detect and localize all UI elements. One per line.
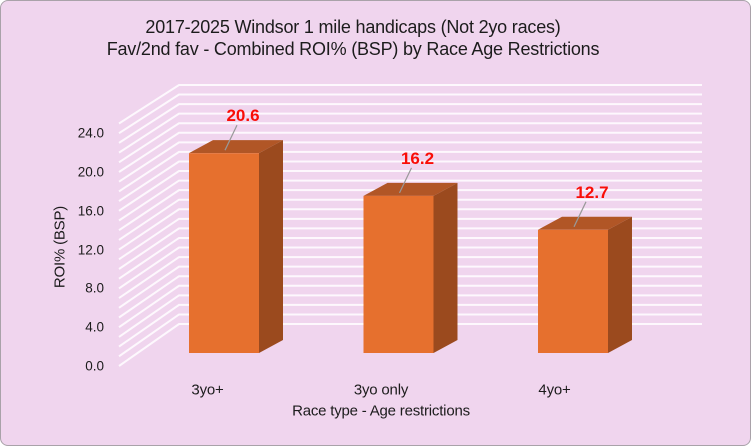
- category-label: 3yo+: [191, 381, 224, 399]
- bar-top-face: [189, 140, 283, 154]
- category-label: 4yo+: [538, 381, 571, 399]
- chart-title-line2: Fav/2nd fav - Combined ROI% (BSP) by Rac…: [106, 39, 600, 59]
- wall-gridline: [118, 198, 702, 241]
- bar-top-face: [363, 182, 458, 196]
- bar-side-face: [608, 216, 632, 353]
- wall-gridline: [118, 112, 702, 154]
- wall-gridline: [118, 84, 702, 125]
- wall-gridline: [118, 227, 702, 270]
- leader-line: [573, 201, 587, 228]
- y-tick-label: 12.0: [77, 242, 104, 258]
- wall-gridline: [118, 265, 702, 309]
- bar-front-face: [189, 153, 259, 353]
- wall-gridlines: [118, 84, 702, 367]
- wall-gridline: [118, 275, 702, 319]
- wall-gridline: [118, 313, 702, 358]
- wall-gridline: [118, 93, 702, 135]
- y-tick-label: 4.0: [85, 319, 104, 335]
- y-tick-label: 16.0: [77, 203, 104, 219]
- wall-gridline: [118, 150, 702, 193]
- wall-gridline: [118, 256, 702, 299]
- bar-front-face: [538, 229, 608, 353]
- wall-gridline: [118, 294, 702, 338]
- wall-gridline: [118, 122, 702, 164]
- category-label: 3yo only: [353, 381, 409, 399]
- wall-gridline: [118, 323, 702, 367]
- bar-front-face: [363, 195, 434, 353]
- chart-title-line1: 2017-2025 Windsor 1 mile handicaps (Not …: [145, 17, 561, 37]
- y-tick-label: 24.0: [77, 125, 104, 141]
- wall-gridline: [118, 284, 702, 329]
- wall-gridline: [118, 189, 702, 232]
- wall-gridline: [118, 103, 702, 144]
- y-tick-label: 8.0: [85, 280, 104, 296]
- wall-gridline: [118, 236, 702, 280]
- bar-side-face: [259, 140, 283, 353]
- leader-lines: [224, 124, 587, 228]
- bar-top-face: [538, 216, 632, 230]
- leader-line: [224, 124, 238, 151]
- leader-line: [398, 167, 413, 194]
- wall-gridline: [118, 131, 702, 173]
- wall-gridline: [118, 160, 702, 202]
- bar-side-face: [433, 182, 458, 353]
- data-label: 12.7: [575, 182, 609, 202]
- data-label: 20.6: [226, 106, 260, 126]
- chart-title: 2017-2025 Windsor 1 mile handicaps (Not …: [1, 16, 705, 60]
- wall-gridline: [118, 179, 702, 222]
- data-label: 16.2: [400, 148, 435, 168]
- wall-gridline: [118, 208, 702, 251]
- wall-gridline: [118, 141, 702, 183]
- wall-gridline: [118, 170, 702, 212]
- wall-gridline: [118, 303, 702, 348]
- wall-gridline: [118, 246, 702, 290]
- y-tick-label: 20.0: [77, 164, 104, 180]
- x-axis-title: Race type - Age restrictions: [292, 402, 470, 420]
- bars-3d: [189, 140, 632, 353]
- y-tick-label: 0.0: [85, 358, 104, 374]
- wall-gridline: [118, 217, 702, 261]
